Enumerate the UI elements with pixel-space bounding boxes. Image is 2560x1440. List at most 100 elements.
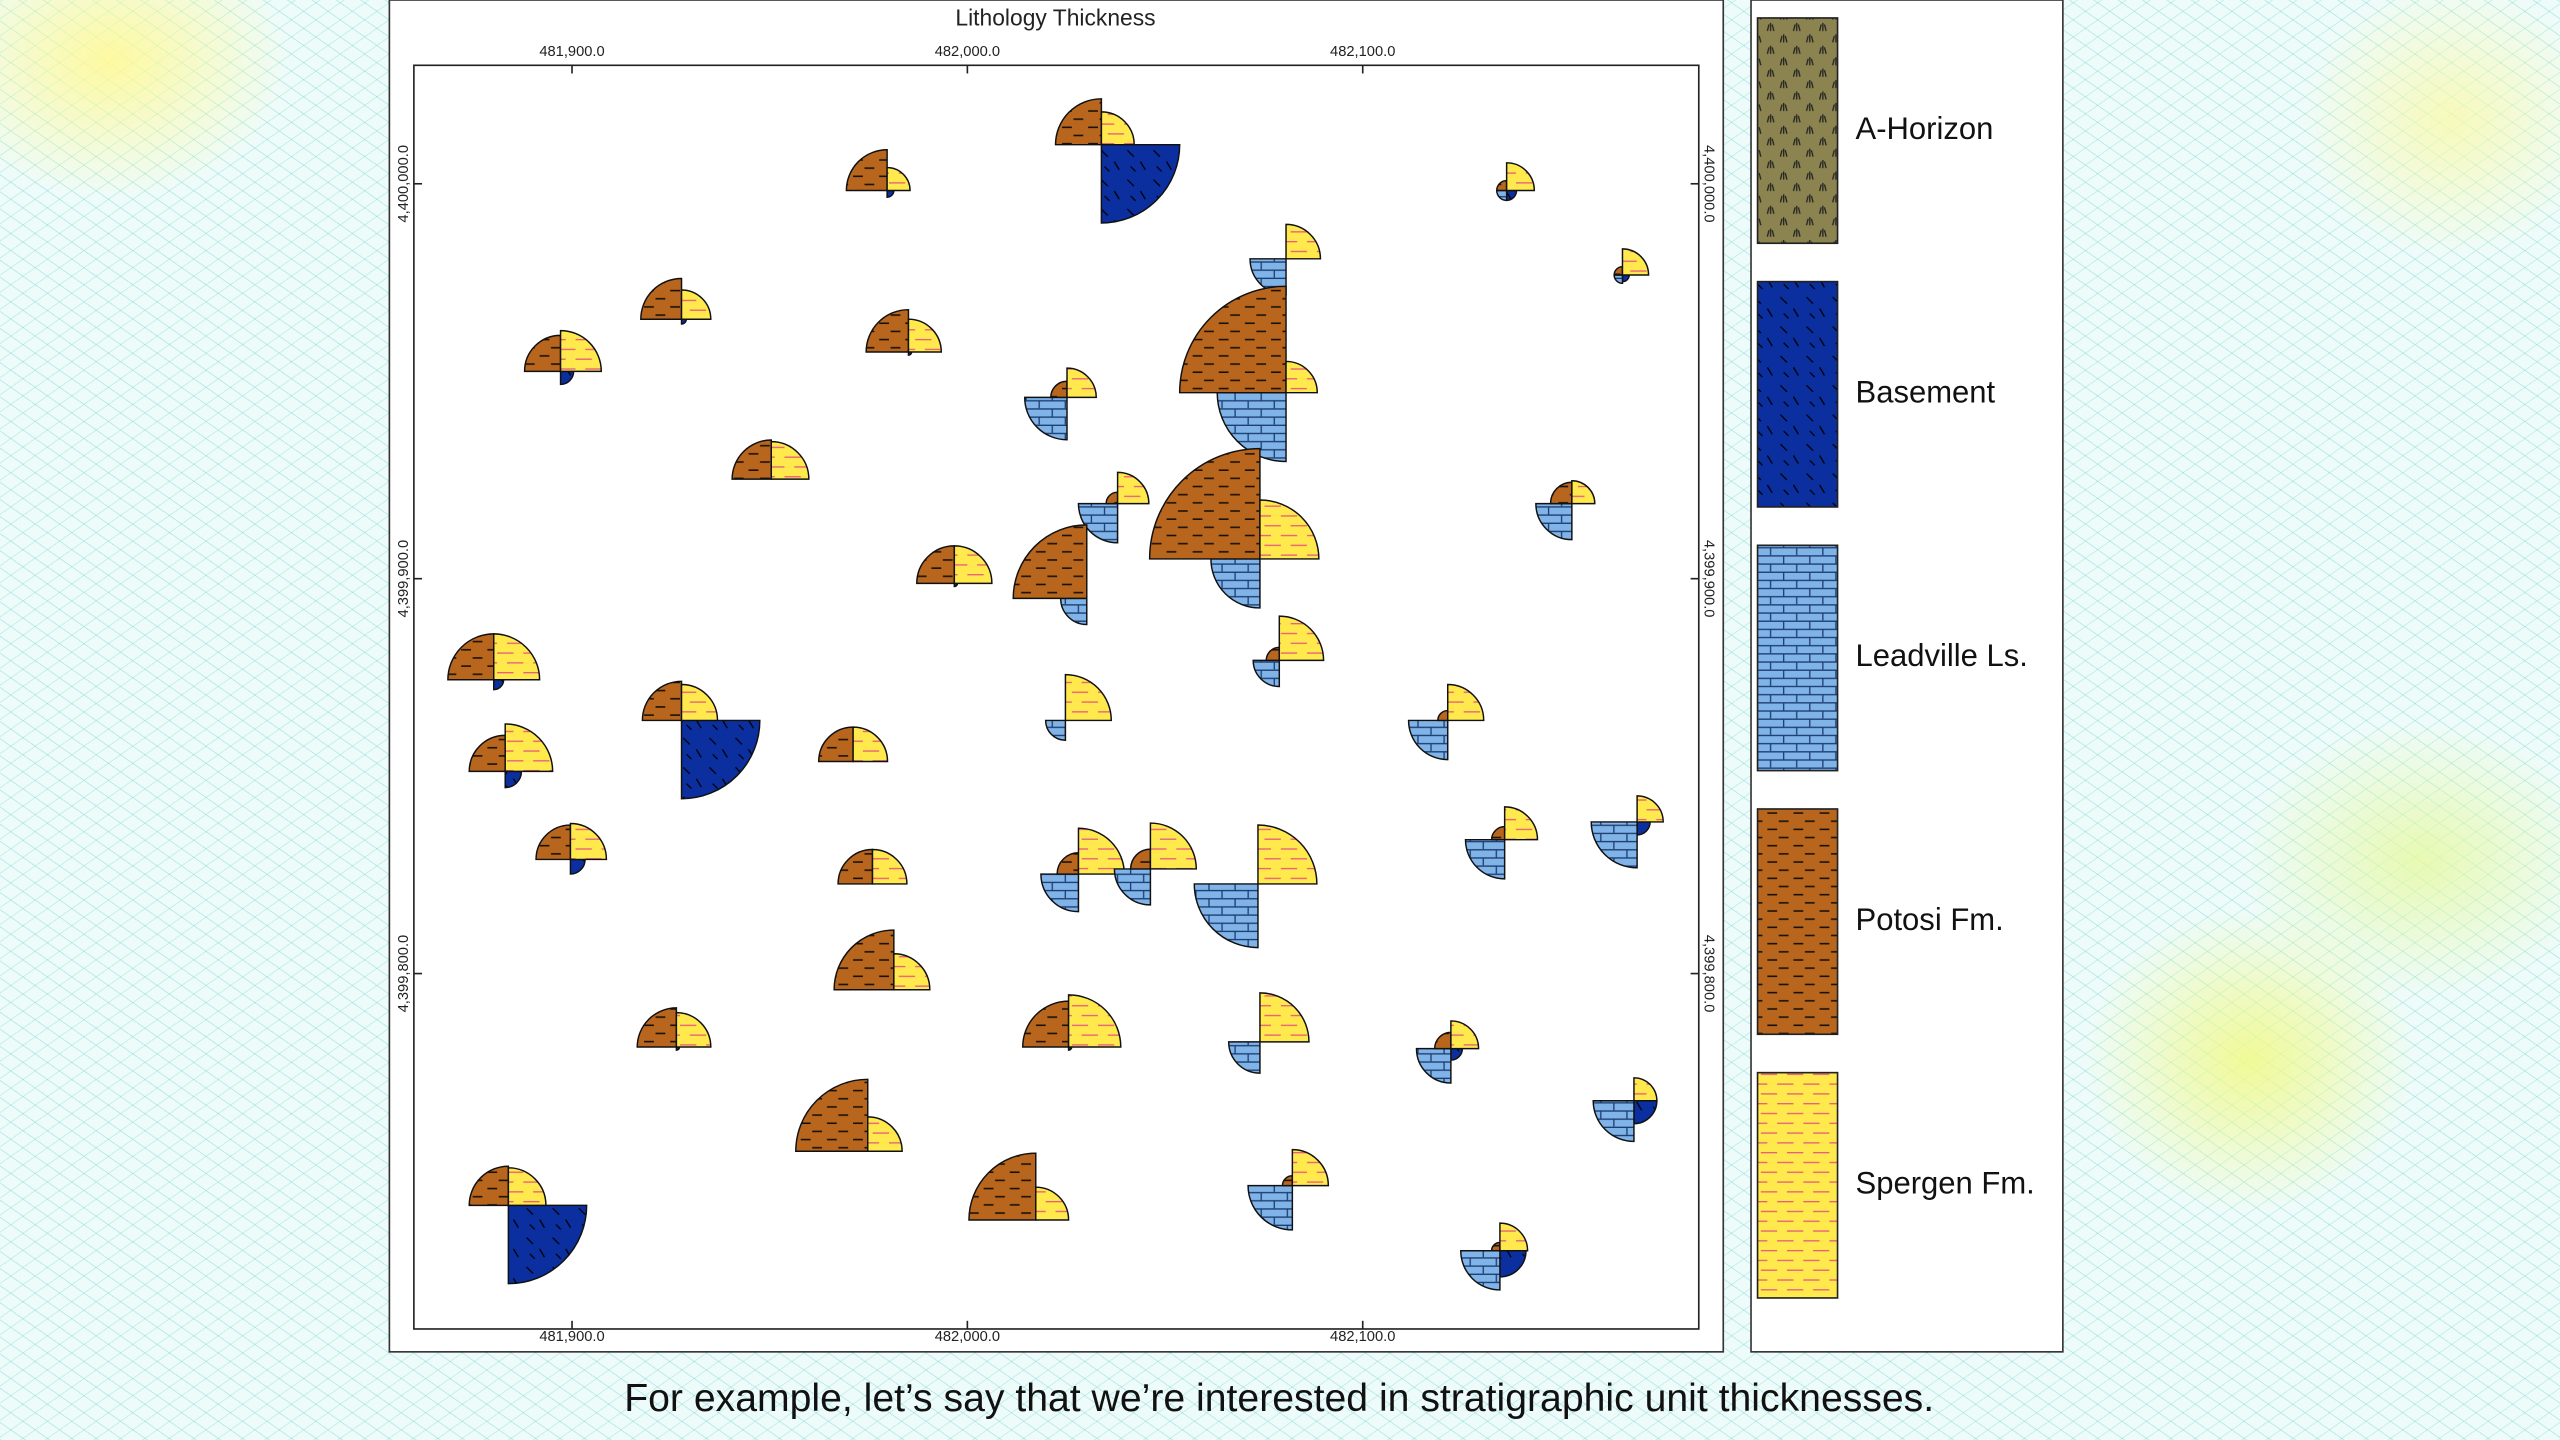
glyph-quadrant	[817, 726, 854, 763]
legend-swatch	[1756, 1071, 1839, 1299]
glyph-quadrant	[1012, 524, 1088, 600]
x-tick-label-bottom: 482,100.0	[1330, 1329, 1395, 1345]
legend-label: Spergen Fm.	[1856, 1165, 2035, 1200]
glyph-quadrant	[1044, 719, 1067, 741]
glyph-quadrant	[845, 149, 888, 192]
glyph-quadrant	[507, 1204, 588, 1285]
y-tick-label-right: 4,399,900.0	[1701, 540, 1717, 618]
glyph-quadrant	[837, 848, 874, 885]
glyph-quadrant	[1113, 868, 1152, 906]
glyph-quadrant	[1259, 992, 1310, 1043]
glyph-quadrant	[1460, 1250, 1501, 1291]
glyph-quadrant	[504, 723, 554, 773]
glyph-quadrant	[1285, 360, 1318, 394]
glyph-quadrant	[1285, 223, 1322, 260]
glyph-quadrant	[1257, 824, 1318, 885]
glyph-quadrant	[1023, 396, 1068, 441]
glyph-quadrant	[447, 633, 495, 681]
glyph-quadrant	[1450, 1020, 1480, 1050]
glyph-quadrant	[1077, 502, 1119, 544]
glyph-quadrant	[852, 726, 889, 763]
glyph-quadrant	[1252, 659, 1281, 688]
glyph-quadrant	[1067, 994, 1122, 1048]
glyph-quadrant	[916, 545, 956, 585]
glyph-quadrant	[795, 1078, 869, 1153]
glyph-quadrant	[1178, 285, 1287, 394]
glyph-quadrant	[1415, 1047, 1452, 1084]
glyph-quadrant	[1100, 111, 1135, 146]
x-tick-label-bottom: 481,900.0	[539, 1329, 604, 1345]
glyph-quadrant	[833, 929, 895, 991]
glyph-quadrant	[1571, 479, 1596, 505]
legend: A-Horizon Basement Leadville Ls. Potosi Fm.…	[1756, 17, 2035, 1299]
glyph-quadrant	[1291, 1148, 1330, 1187]
y-tick-label-left: 4,400,000.0	[396, 145, 412, 223]
glyph-quadrant	[569, 822, 608, 861]
glyph-quadrant	[907, 318, 943, 353]
glyph-quadrant	[675, 1011, 712, 1048]
glyph-quadrant	[559, 329, 603, 373]
glyph-quadrant	[1054, 98, 1103, 146]
glyph-quadrant	[1446, 683, 1485, 722]
glyph-quadrant	[1100, 143, 1181, 224]
y-tick-label-right: 4,400,000.0	[1701, 145, 1717, 223]
glyph-quadrant	[680, 289, 712, 320]
glyph-quadrant	[1592, 1099, 1635, 1143]
legend-swatch	[1756, 808, 1839, 1036]
glyph-quadrant	[1633, 1077, 1658, 1102]
glyph-quadrant	[968, 1152, 1037, 1221]
glyph-quadrant	[871, 848, 908, 885]
glyph-quadrant	[468, 734, 506, 773]
glyph-quadrant	[468, 1165, 510, 1207]
glyph-quadrant	[1149, 822, 1198, 870]
glyph-quadrant	[1464, 838, 1506, 880]
glyph-quadrant	[535, 824, 572, 861]
map-frame	[413, 64, 1700, 1330]
glyph-quadrant	[1499, 1222, 1529, 1252]
legend-label: Basement	[1856, 374, 1996, 409]
glyph-quadrant	[1193, 883, 1259, 949]
plot: 481,900.0 481,900.0 482,000.0 482,000.0 482,…	[396, 44, 1717, 1345]
glyph-quadrant	[1633, 1099, 1658, 1125]
caption: For example, let’s say that we’re intere…	[624, 1377, 1934, 1420]
glyph-quadrant	[1407, 719, 1449, 761]
glyph-quadrant	[493, 633, 541, 681]
glyph-quadrant	[1210, 558, 1261, 609]
glyph-quadrant	[1040, 873, 1080, 913]
glyph-quadrant	[1590, 821, 1638, 869]
glyph-quadrant	[640, 277, 683, 320]
glyph-quadrant	[867, 1116, 903, 1153]
glyph-quadrant	[1535, 502, 1573, 541]
glyph-quadrant	[523, 334, 562, 373]
glyph-quadrant	[1503, 806, 1539, 841]
glyph-quadrant	[893, 953, 931, 991]
glyph-quadrant	[1259, 499, 1320, 560]
glyph-quadrant	[1636, 795, 1664, 823]
glyph-quadrant	[1066, 367, 1097, 399]
glyph-quadrant	[1059, 597, 1088, 626]
glyph-quadrant	[1216, 391, 1287, 463]
glyph-quadrant	[636, 1007, 678, 1048]
legend-label: A-Horizon	[1856, 111, 1994, 146]
y-tick-label-left: 4,399,900.0	[396, 540, 412, 618]
glyph-quadrant	[680, 719, 761, 800]
glyph-quadrant	[1148, 447, 1261, 560]
glyph-quadrant	[865, 308, 910, 353]
legend-swatch	[1756, 280, 1839, 508]
x-tick-label-top: 482,000.0	[935, 44, 1000, 60]
legend-label: Potosi Fm.	[1856, 902, 2004, 937]
legend-swatch	[1756, 544, 1839, 772]
glyph-quadrant	[507, 1167, 547, 1207]
glyph-quadrant	[1064, 673, 1113, 722]
glyph-quadrant	[770, 440, 810, 480]
glyph-quadrant	[1021, 1000, 1070, 1048]
map-panel	[388, 0, 1725, 1353]
glyph-quadrant	[641, 680, 683, 722]
glyph-quadrant	[1035, 1186, 1070, 1221]
glyph-quadrant	[680, 683, 719, 722]
glyph-quadrant	[1499, 1250, 1527, 1278]
x-tick-label-bottom: 482,000.0	[935, 1329, 1000, 1345]
glyph-quadrant	[1247, 1184, 1294, 1231]
legend-label: Leadville Ls.	[1856, 638, 2028, 673]
